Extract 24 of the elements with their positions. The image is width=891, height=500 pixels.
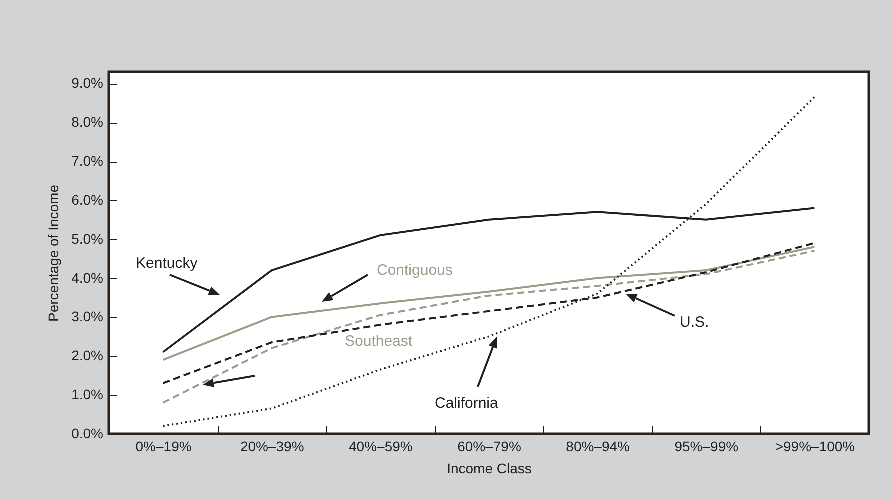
y-tick-label: 9.0% — [72, 75, 104, 92]
x-axis-title: Income Class — [447, 460, 532, 476]
y-tick-label: 5.0% — [72, 230, 104, 247]
x-tick-label: 60%–79% — [458, 438, 522, 454]
x-tick-label: 80%–94% — [566, 438, 630, 454]
y-axis-title: Percentage of Income — [46, 184, 62, 322]
y-tick-label: 6.0% — [72, 192, 104, 208]
y-tick-label: 0.0% — [72, 426, 104, 442]
series-label: Southeast — [345, 333, 414, 350]
series-label: Contiguous — [377, 262, 453, 279]
x-tick-label: 0%–19% — [136, 438, 192, 454]
y-tick-label: 1.0% — [72, 386, 104, 403]
text: California — [435, 395, 500, 412]
text: Kentucky — [136, 255, 198, 272]
y-tick-label: 2.0% — [72, 348, 104, 364]
y-tick-label: 7.0% — [72, 153, 104, 170]
y-tick-label: 3.0% — [72, 308, 104, 325]
y-tick-label: 8.0% — [72, 114, 104, 130]
text: U.S. — [680, 314, 710, 331]
y-tick-label: 4.0% — [72, 270, 104, 286]
x-tick-label: >99%–100% — [775, 438, 856, 454]
x-tick-label: 40%–59% — [349, 438, 413, 454]
x-tick-label: 20%–39% — [240, 438, 304, 454]
x-tick-label: 95%–99% — [674, 438, 739, 454]
